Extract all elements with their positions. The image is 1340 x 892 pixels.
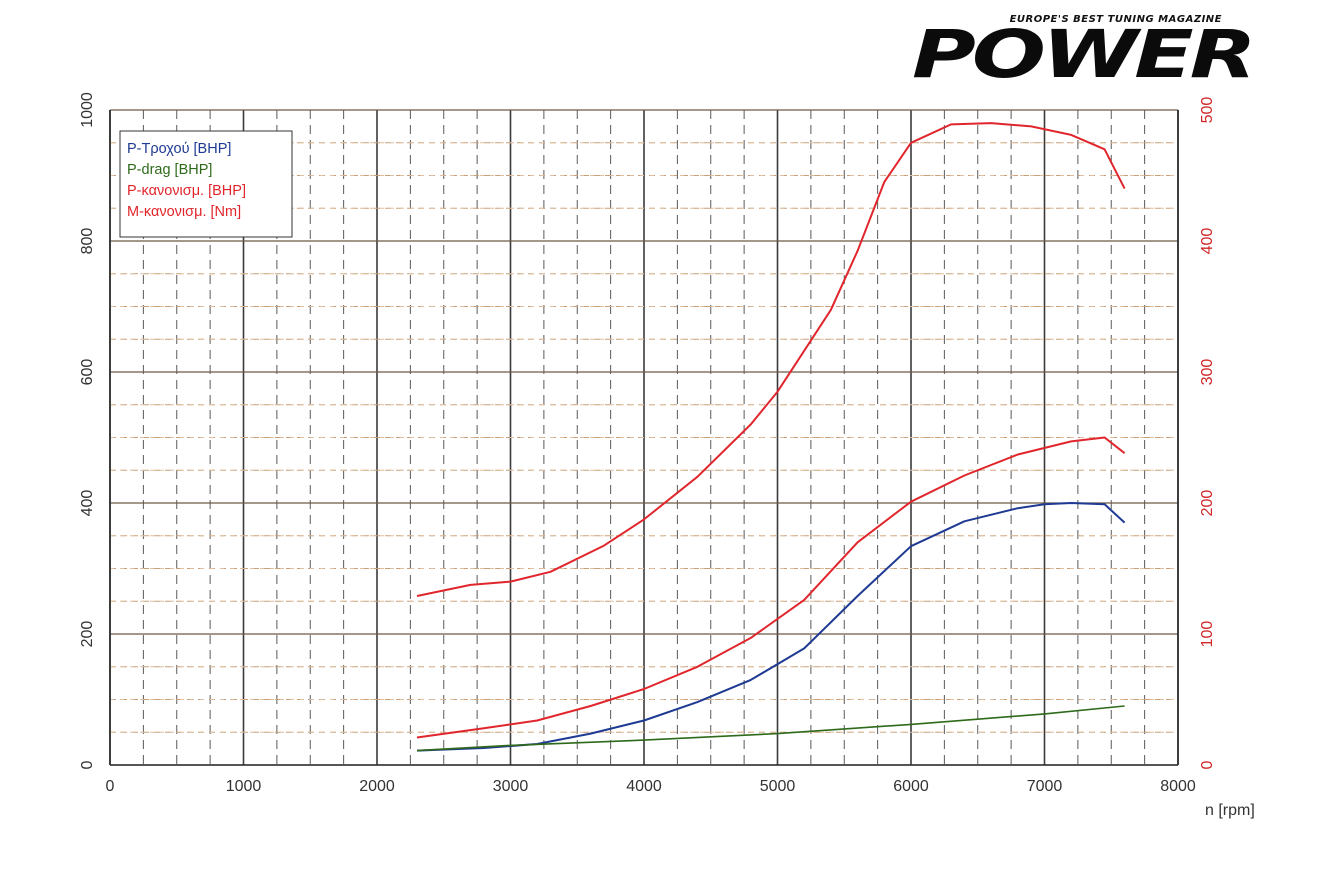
- series-line-1: [416, 502, 1126, 752]
- y-tick-label: 200: [79, 621, 96, 648]
- series-line-2: [416, 705, 1125, 752]
- legend-item-3: P-κανονισμ. [BHP]: [127, 183, 246, 199]
- x-tick-label: 1000: [226, 778, 262, 795]
- y2-tick-label: 300: [1199, 359, 1216, 386]
- x-axis-tick-labels: 0 1000 2000 3000 4000 5000 6000 7000 8000: [106, 778, 1196, 795]
- logo-wordmark: POWER: [912, 16, 1257, 93]
- y-tick-label: 800: [79, 228, 96, 255]
- legend-item-1: P-Τροχού [BHP]: [127, 141, 231, 157]
- y-axis-tick-labels: 0 200 400 600 800 1000: [79, 92, 96, 769]
- logo-tagline: EUROPE'S BEST TUNING MAGAZINE: [1009, 14, 1222, 25]
- power-logo: EUROPE'S BEST TUNING MAGAZINE POWER: [908, 14, 1318, 93]
- y2-tick-label: 200: [1199, 490, 1216, 517]
- x-tick-label: 2000: [359, 778, 395, 795]
- y-tick-label: 600: [79, 359, 96, 386]
- y2-tick-label: 500: [1199, 97, 1216, 124]
- y2-tick-label: 0: [1199, 760, 1216, 769]
- x-tick-label: 0: [106, 778, 115, 795]
- y-tick-label: 0: [79, 760, 96, 769]
- x-tick-label: 4000: [626, 778, 662, 795]
- x-tick-label: 5000: [760, 778, 796, 795]
- x-tick-label: 8000: [1160, 778, 1196, 795]
- chart-axes: [109, 110, 1179, 766]
- y-tick-label: 1000: [79, 92, 96, 128]
- y2-tick-label: 100: [1199, 621, 1216, 648]
- series-line-4: [416, 122, 1126, 597]
- x-axis-label: n [rpm]: [1205, 802, 1255, 819]
- x-tick-label: 3000: [493, 778, 529, 795]
- x-tick-label: 6000: [893, 778, 929, 795]
- y-tick-label: 400: [79, 490, 96, 517]
- series-line-3: [416, 436, 1126, 739]
- legend-item-4: M-κανονισμ. [Nm]: [127, 204, 241, 220]
- chart-legend: P-Τροχού [BHP] P-drag [BHP] P-κανονισμ. [B…: [119, 130, 293, 238]
- legend-item-2: P-drag [BHP]: [127, 162, 212, 178]
- y2-axis-tick-labels: 0 100 200 300 400 500: [1199, 97, 1216, 770]
- x-tick-label: 7000: [1027, 778, 1063, 795]
- y2-tick-label: 400: [1199, 228, 1216, 255]
- chart-series: [416, 122, 1126, 752]
